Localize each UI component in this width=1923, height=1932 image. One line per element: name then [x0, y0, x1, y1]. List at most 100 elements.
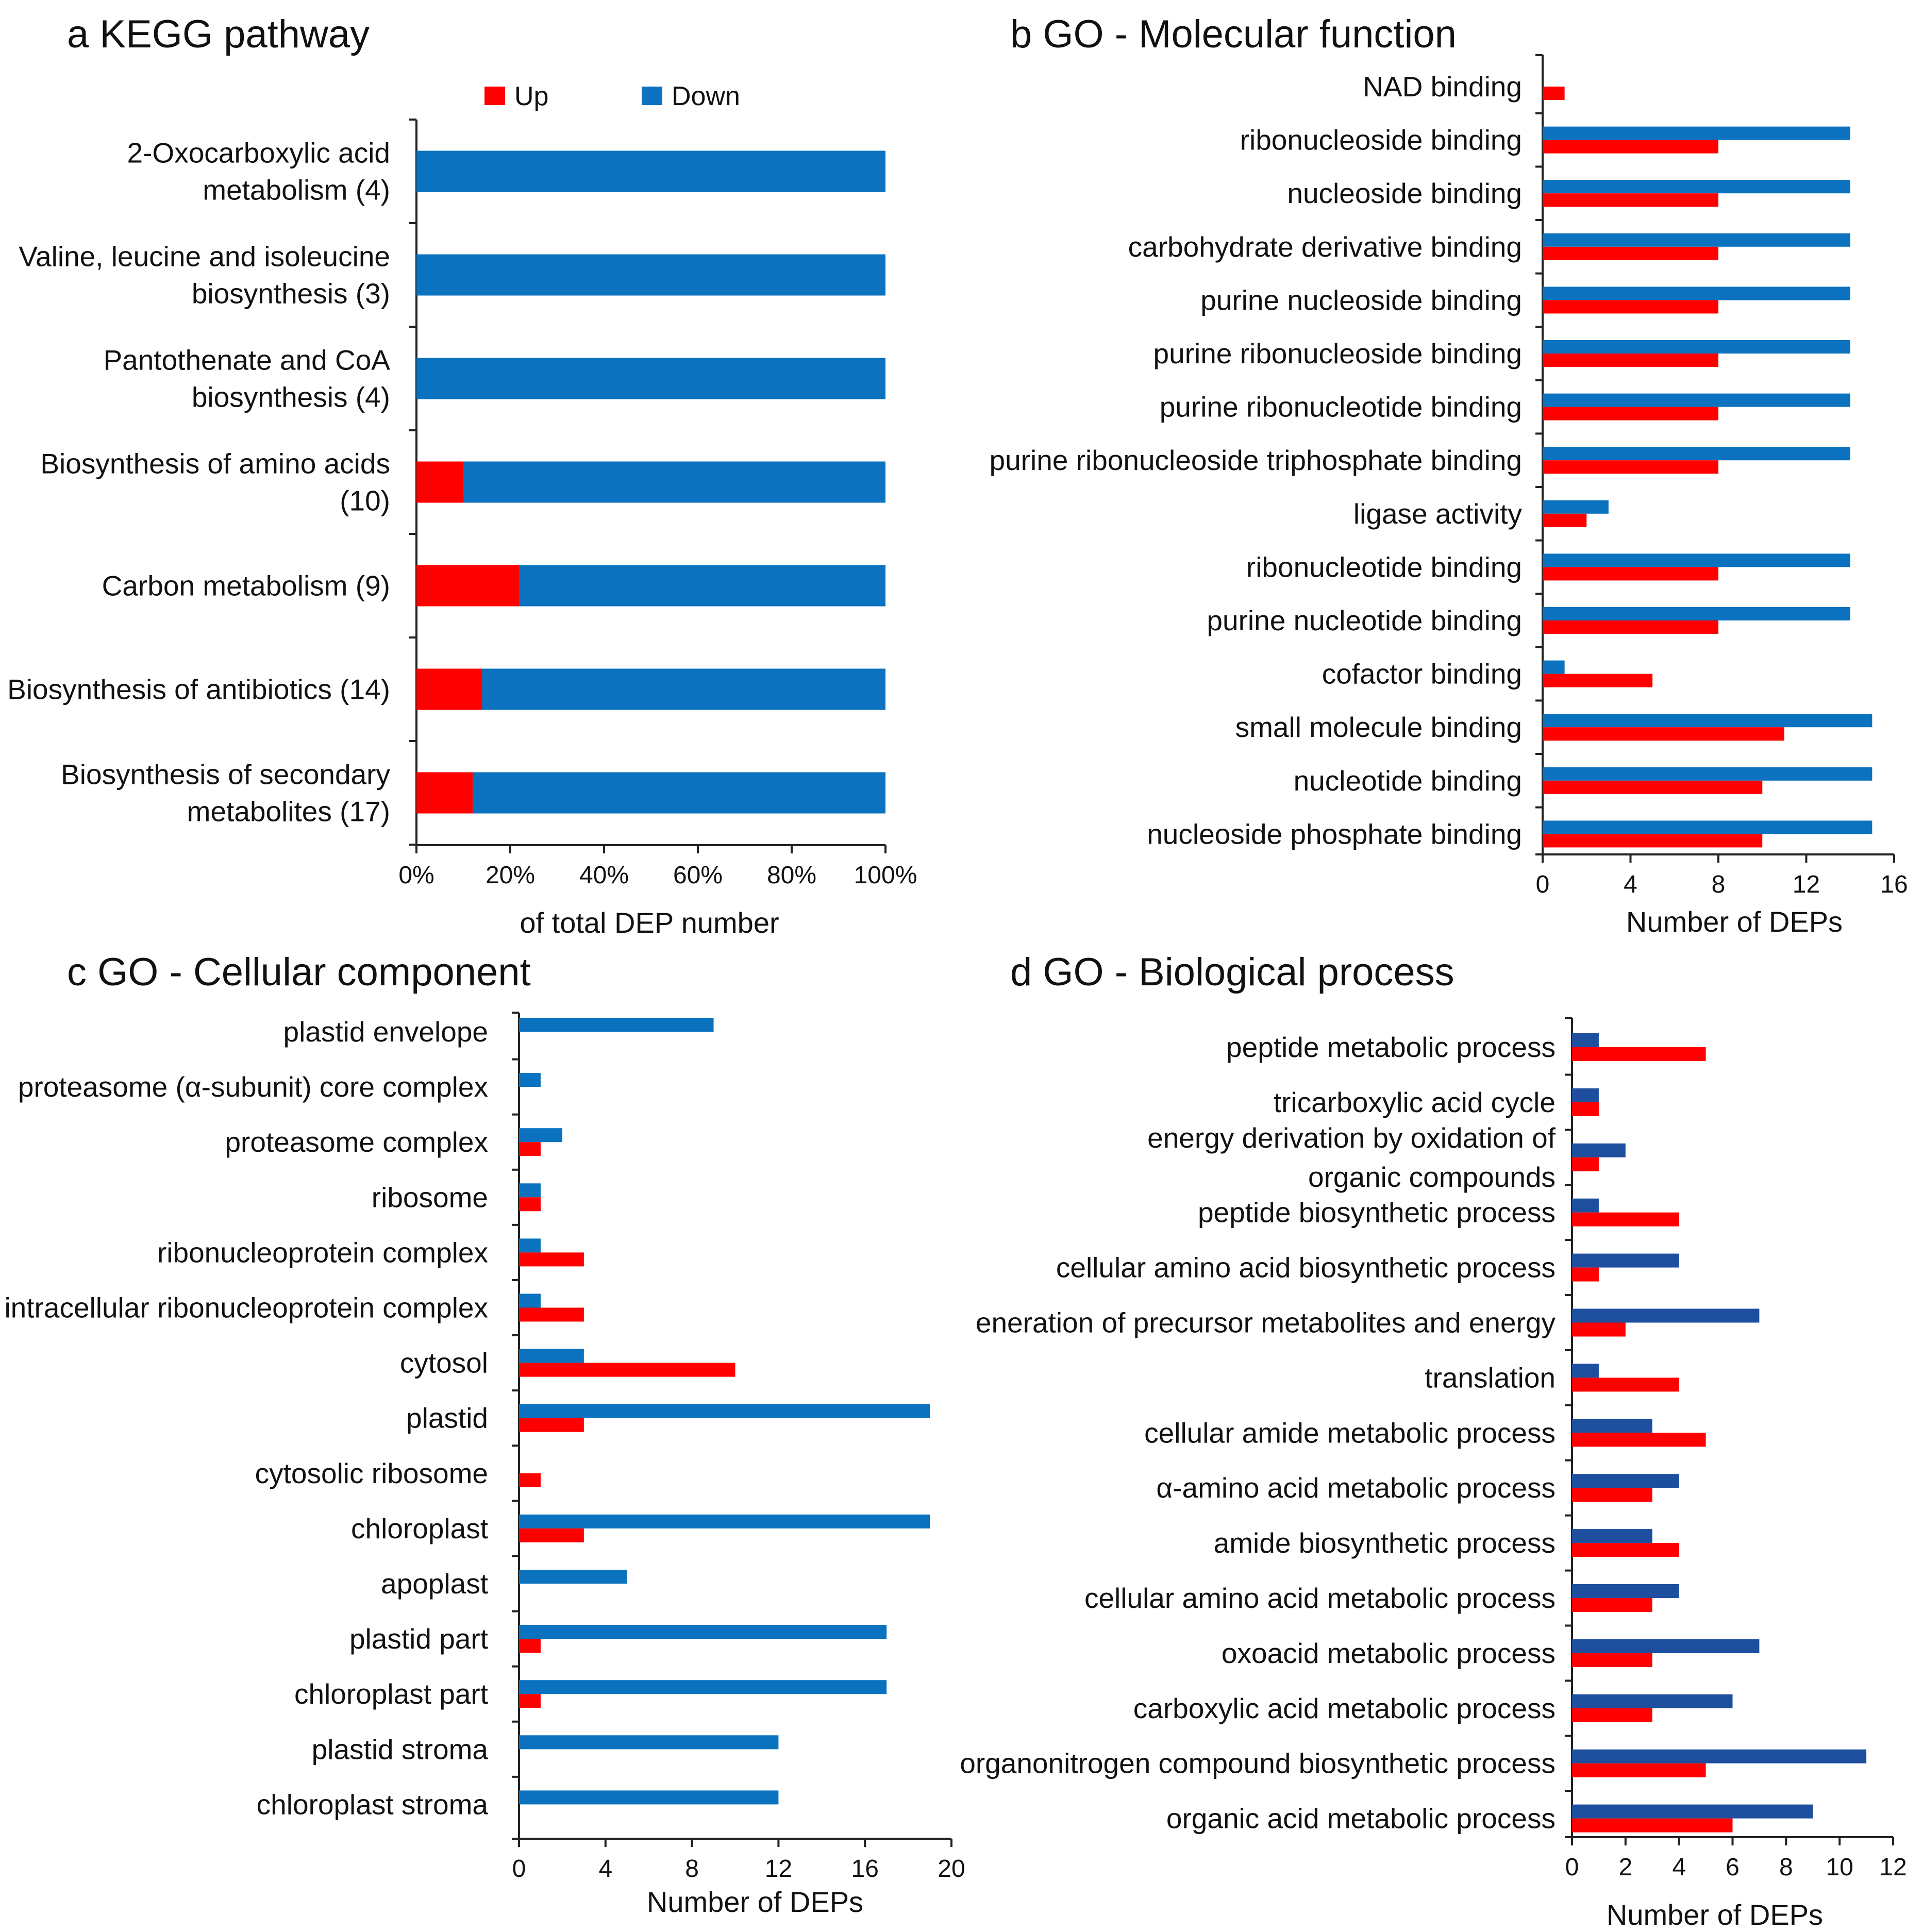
bar-up	[416, 565, 520, 607]
category-label: NAD binding	[1363, 71, 1522, 103]
bar-down	[463, 461, 885, 503]
bar-up	[1572, 1653, 1652, 1667]
bar-up	[1543, 513, 1587, 527]
bar-down	[1572, 1088, 1599, 1102]
category-label: Pantothenate and CoA	[103, 344, 390, 376]
category-label: nucleotide binding	[1294, 765, 1522, 797]
legend-down-swatch	[642, 87, 662, 105]
category-label: ribonucleoside binding	[1240, 124, 1522, 156]
category-label: apoplast	[381, 1568, 488, 1600]
category-label: purine ribonucleoside binding	[1153, 338, 1522, 369]
bar-down	[1543, 180, 1850, 194]
x-tick-label: 20	[938, 1855, 965, 1883]
category-label: ribonucleotide binding	[1246, 551, 1522, 583]
legend-up-swatch	[484, 87, 505, 105]
category-label: plastid stroma	[312, 1733, 489, 1765]
category-label: purine ribonucleotide binding	[1160, 391, 1522, 423]
category-label: chloroplast stroma	[257, 1788, 489, 1820]
panel-a-tick-labels: 0% 20% 40% 60% 80% 100%	[398, 845, 917, 889]
legend-up-label: Up	[514, 81, 548, 111]
x-tick-label: 0	[1536, 871, 1550, 898]
x-tick-label: 16	[1880, 871, 1908, 898]
bar-up	[1572, 1267, 1599, 1282]
category-label: organonitrogen compound biosynthetic pro…	[960, 1748, 1556, 1779]
category-label: chloroplast part	[294, 1678, 488, 1710]
x-tick-label: 8	[1779, 1854, 1793, 1881]
category-label: nucleoside phosphate binding	[1147, 818, 1522, 850]
bar-up	[1572, 1543, 1679, 1557]
category-label: organic acid metabolic process	[1166, 1803, 1556, 1835]
panel-d-category-labels: peptide metabolic process tricarboxylic a…	[960, 1031, 1556, 1835]
bar-down	[519, 1073, 541, 1087]
panel-c-tick-labels: 0 4 8 12 16 20	[512, 1839, 965, 1883]
bar-down	[1543, 340, 1850, 354]
legend-down-label: Down	[672, 81, 740, 111]
category-label: Biosynthesis of antibiotics (14)	[7, 674, 390, 705]
category-label: plastid part	[349, 1623, 488, 1655]
bar-down	[1572, 1584, 1679, 1598]
bar-down	[1543, 553, 1850, 567]
category-label: α-amino acid metabolic process	[1156, 1472, 1556, 1504]
category-label: small molecule binding	[1235, 711, 1522, 743]
panel-a-category-labels: 2-Oxocarboxylic acid metabolism (4) Valine…	[7, 137, 390, 828]
category-label: ribosome	[372, 1181, 488, 1213]
bar-down	[473, 772, 885, 814]
bar-down	[1572, 1804, 1813, 1819]
bar-up	[416, 668, 482, 710]
bar-up	[1543, 193, 1718, 207]
bar-up	[1543, 460, 1718, 474]
x-tick-label: 12	[1879, 1854, 1907, 1881]
category-label: purine nucleotide binding	[1207, 604, 1522, 636]
bar-down	[416, 150, 885, 192]
bar-up	[1572, 1377, 1679, 1392]
category-label: cytosol	[400, 1347, 488, 1379]
category-label: nucleoside binding	[1287, 177, 1522, 209]
bar-down	[519, 1238, 541, 1253]
x-tick-label: 8	[1712, 871, 1726, 898]
category-label: cellular amino acid metabolic process	[1084, 1582, 1556, 1614]
category-label: organic compounds	[1308, 1161, 1556, 1193]
category-label: (10)	[340, 485, 390, 517]
x-tick-label: 4	[598, 1855, 612, 1883]
bar-up	[519, 1197, 541, 1212]
category-label: peptide biosynthetic process	[1198, 1197, 1556, 1229]
x-tick-label: 20%	[486, 862, 535, 889]
category-label: ligase activity	[1353, 498, 1523, 530]
bar-down	[519, 1514, 930, 1528]
category-label: biosynthesis (3)	[192, 278, 390, 310]
bar-up	[519, 1694, 541, 1708]
panel-a-kegg-pathway: a KEGG pathway Up Down 2-Oxocarboxylic a…	[7, 12, 917, 939]
panel-b-molecular-function: b GO - Molecular function NAD binding rib…	[989, 12, 1908, 938]
bar-down	[1543, 126, 1850, 140]
bar-down	[1543, 714, 1872, 728]
bar-up	[1543, 354, 1718, 367]
bar-up	[1543, 300, 1718, 314]
panel-c-cellular-component: c GO - Cellular component plastid envelo…	[4, 950, 965, 1918]
category-label: Biosynthesis of secondary	[61, 759, 390, 791]
bar-down	[519, 1735, 779, 1750]
x-tick-label: 2	[1618, 1854, 1632, 1881]
bar-down	[519, 1128, 562, 1143]
category-label: purine ribonucleoside triphosphate bindi…	[989, 444, 1522, 476]
bar-up	[519, 1252, 584, 1267]
panel-b-xlabel: Number of DEPs	[1626, 905, 1843, 938]
category-label: tricarboxylic acid cycle	[1274, 1086, 1556, 1118]
bar-up	[1543, 620, 1718, 634]
category-label: carbohydrate derivative binding	[1128, 231, 1522, 263]
bar-down	[1572, 1419, 1652, 1433]
category-label: chloroplast	[351, 1513, 488, 1544]
category-label: cellular amino acid biosynthetic process	[1056, 1252, 1556, 1284]
bar-down	[416, 358, 885, 399]
bar-up	[1543, 87, 1565, 100]
category-label: metabolites (17)	[187, 796, 390, 828]
x-tick-label: 60%	[673, 862, 723, 889]
bar-down	[1572, 1694, 1733, 1708]
category-label: ribonucleoprotein complex	[157, 1236, 488, 1268]
bar-down	[1543, 660, 1565, 674]
x-tick-label: 16	[851, 1855, 879, 1883]
category-label: peptide metabolic process	[1226, 1031, 1556, 1063]
category-label: energy derivation by oxidation of	[1147, 1122, 1556, 1154]
bar-down	[1572, 1639, 1760, 1653]
x-tick-label: 8	[685, 1855, 699, 1883]
bar-up	[519, 1142, 541, 1156]
